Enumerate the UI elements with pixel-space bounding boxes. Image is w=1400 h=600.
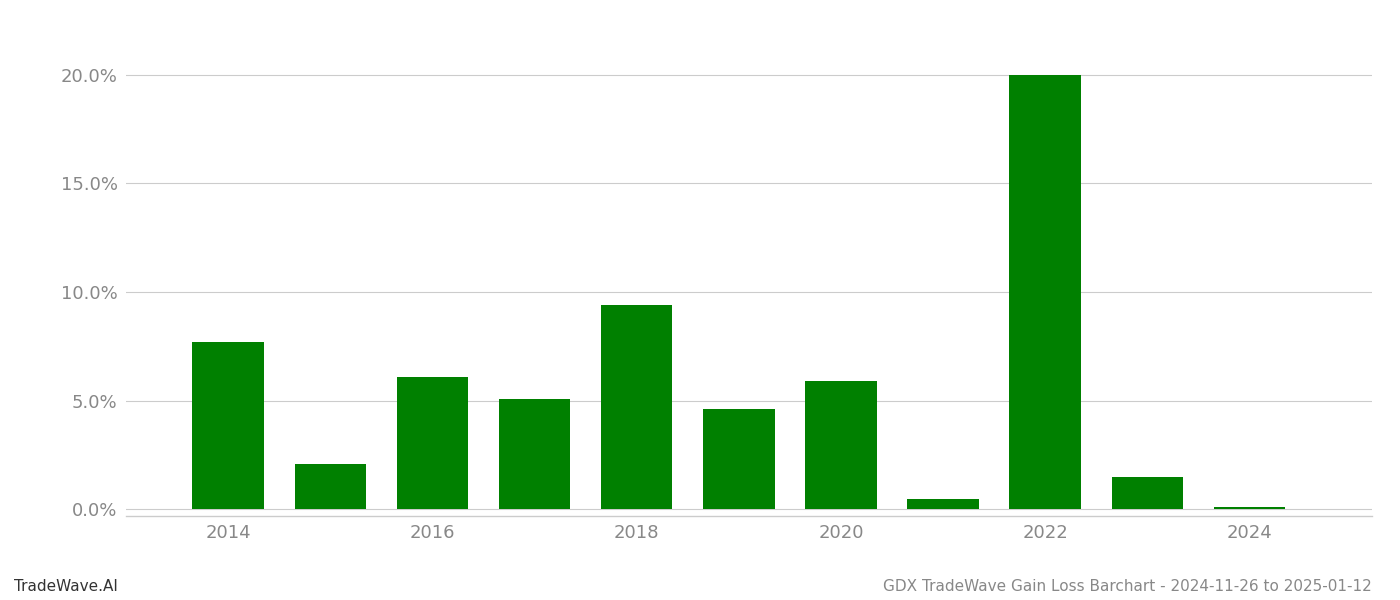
Text: GDX TradeWave Gain Loss Barchart - 2024-11-26 to 2025-01-12: GDX TradeWave Gain Loss Barchart - 2024-… (883, 579, 1372, 594)
Text: TradeWave.AI: TradeWave.AI (14, 579, 118, 594)
Bar (907, 499, 979, 509)
Bar (396, 377, 468, 509)
Bar (192, 342, 263, 509)
Bar (498, 398, 570, 509)
Bar (294, 464, 365, 509)
Bar (805, 381, 876, 509)
Bar (1214, 508, 1285, 509)
Bar (1112, 477, 1183, 509)
Bar (703, 409, 774, 509)
Bar (1009, 74, 1081, 509)
Bar (601, 305, 672, 509)
